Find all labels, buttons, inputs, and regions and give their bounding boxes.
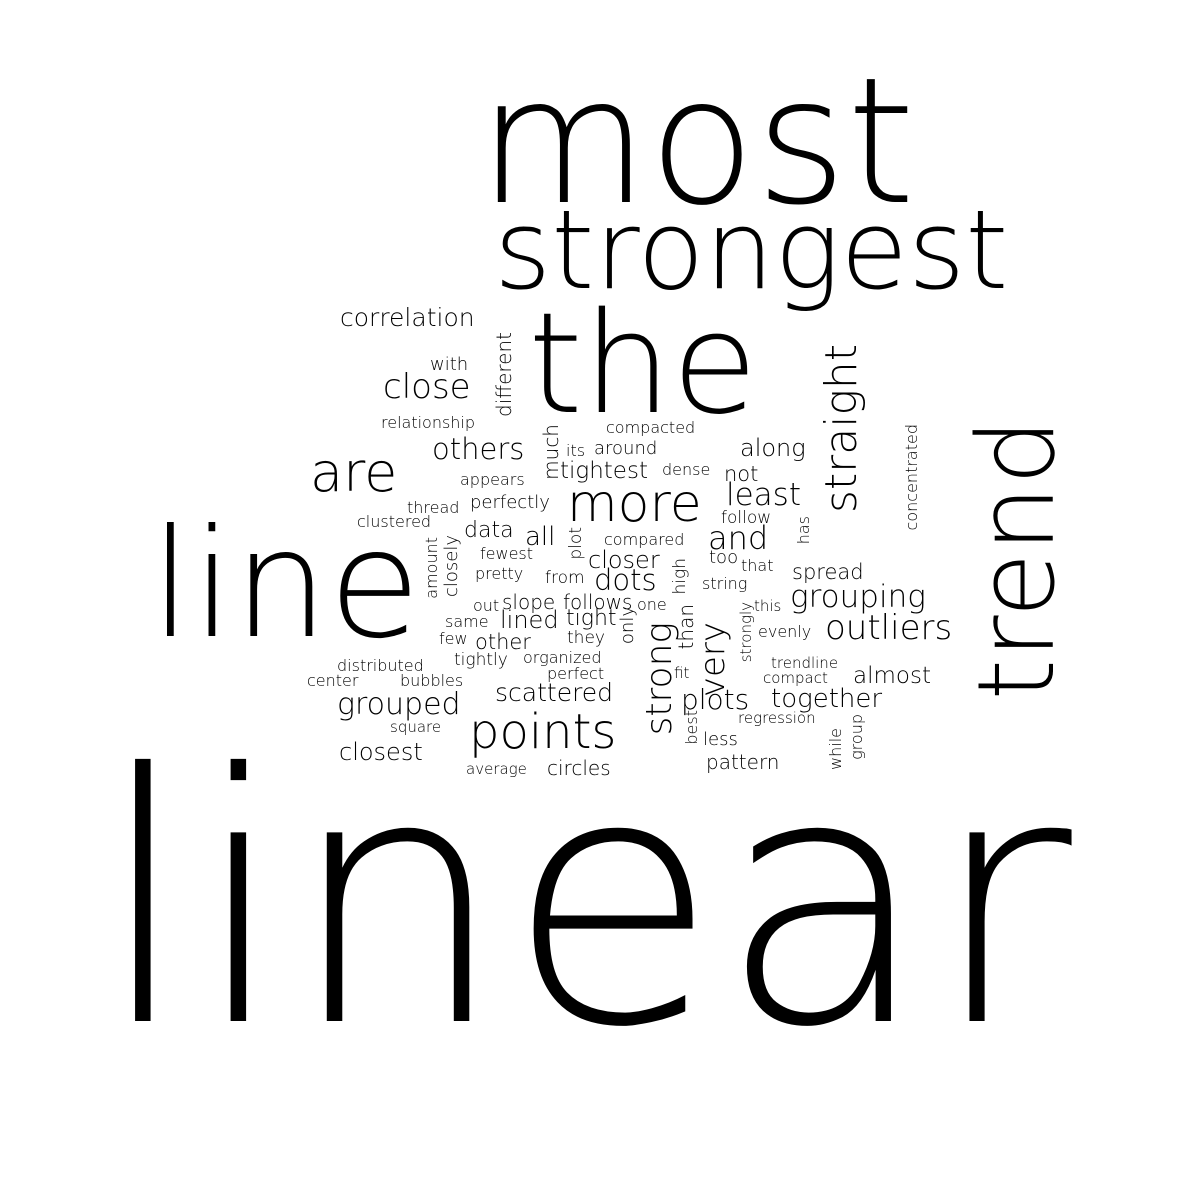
word-and: and bbox=[708, 519, 769, 557]
word-only: only bbox=[617, 606, 638, 645]
word-circles: circles bbox=[547, 756, 611, 780]
word-from: from bbox=[545, 568, 585, 588]
word-high: high bbox=[670, 558, 690, 595]
word-tightly: tightly bbox=[454, 650, 508, 670]
word-slope: slope bbox=[502, 590, 556, 614]
word-trendline: trendline bbox=[771, 654, 839, 672]
word-too: too bbox=[709, 547, 739, 568]
word-plot: plot bbox=[566, 527, 586, 560]
word-with: with bbox=[430, 354, 469, 375]
word-one: one bbox=[637, 595, 667, 614]
word-follows: follows bbox=[563, 590, 633, 614]
word-points: points bbox=[469, 704, 617, 760]
word-grouping: grouping bbox=[790, 579, 926, 615]
word-the: the bbox=[528, 283, 758, 446]
word-regression: regression bbox=[738, 709, 816, 727]
word-group: group bbox=[847, 714, 866, 760]
word-correlation: correlation bbox=[340, 303, 475, 332]
word-almost: almost bbox=[853, 663, 931, 689]
word-linear: linear bbox=[96, 702, 1072, 1103]
word-compared: compared bbox=[604, 530, 685, 549]
word-this: this bbox=[754, 597, 782, 615]
word-its: its bbox=[566, 441, 586, 460]
word-pretty: pretty bbox=[475, 564, 524, 583]
word-string: string bbox=[702, 574, 748, 593]
word-relationship: relationship bbox=[381, 413, 476, 432]
word-square: square bbox=[390, 718, 442, 736]
word-closer: closer bbox=[588, 546, 660, 574]
word-few: few bbox=[439, 629, 468, 648]
word-has: has bbox=[794, 516, 813, 545]
word-thread: thread bbox=[407, 498, 460, 517]
word-others: others bbox=[432, 432, 525, 466]
word-strongly: strongly bbox=[737, 602, 755, 663]
word-different: different bbox=[492, 332, 516, 417]
word-least: least bbox=[726, 477, 801, 513]
word-grouped: grouped bbox=[337, 687, 461, 722]
word-together: together bbox=[771, 684, 883, 714]
word-compact: compact bbox=[763, 669, 828, 687]
word-tight: tight bbox=[566, 606, 617, 631]
word-all: all bbox=[525, 522, 556, 552]
word-that: that bbox=[741, 556, 774, 575]
word-fewest: fewest bbox=[480, 544, 534, 563]
word-much: much bbox=[539, 424, 563, 480]
word-center: center bbox=[307, 671, 359, 690]
word-appears: appears bbox=[460, 470, 525, 489]
word-fit: fit bbox=[674, 664, 690, 682]
word-trend: trend bbox=[955, 418, 1078, 701]
word-clustered: clustered bbox=[357, 512, 432, 531]
word-spread: spread bbox=[792, 560, 864, 584]
word-line: line bbox=[150, 498, 421, 672]
word-plots: plots bbox=[681, 683, 750, 716]
word-distributed: distributed bbox=[337, 656, 424, 675]
word-along: along bbox=[740, 434, 806, 462]
word-than: than bbox=[674, 604, 698, 650]
word-out: out bbox=[473, 596, 500, 615]
word-same: same bbox=[445, 612, 489, 631]
word-they: they bbox=[567, 628, 605, 648]
word-strongest: strongest bbox=[494, 186, 1009, 314]
word-less: less bbox=[703, 729, 738, 750]
word-close: close bbox=[383, 367, 471, 407]
word-tightest: tightest bbox=[560, 458, 648, 484]
word-perfectly: perfectly bbox=[470, 492, 550, 513]
word-data: data bbox=[464, 518, 514, 543]
word-most: most bbox=[478, 41, 916, 244]
word-closely: closely bbox=[441, 535, 462, 598]
word-scattered: scattered bbox=[495, 678, 614, 707]
word-dots: dots bbox=[594, 563, 657, 597]
word-are: are bbox=[310, 441, 398, 504]
word-bubbles: bubbles bbox=[400, 671, 464, 690]
word-organized: organized bbox=[523, 648, 602, 667]
word-perfect: perfect bbox=[547, 664, 605, 683]
word-outliers: outliers bbox=[825, 608, 953, 648]
word-strong: strong bbox=[639, 622, 680, 736]
word-compacted: compacted bbox=[606, 418, 696, 437]
word-closest: closest bbox=[339, 738, 423, 766]
word-pattern: pattern bbox=[706, 750, 780, 774]
word-not: not bbox=[724, 462, 759, 486]
word-lined: lined bbox=[500, 606, 559, 634]
word-dense: dense bbox=[662, 460, 711, 479]
word-other: other bbox=[475, 630, 531, 654]
word-straight: straight bbox=[816, 344, 867, 513]
word-evenly: evenly bbox=[758, 622, 812, 641]
word-average: average bbox=[466, 760, 527, 778]
word-while: while bbox=[826, 728, 845, 770]
word-amount: amount bbox=[422, 537, 441, 599]
word-best: best bbox=[682, 710, 701, 745]
word-concentrated: concentrated bbox=[902, 424, 921, 531]
word-around: around bbox=[594, 438, 658, 459]
word-more: more bbox=[567, 474, 702, 534]
word-follow: follow bbox=[721, 508, 772, 528]
